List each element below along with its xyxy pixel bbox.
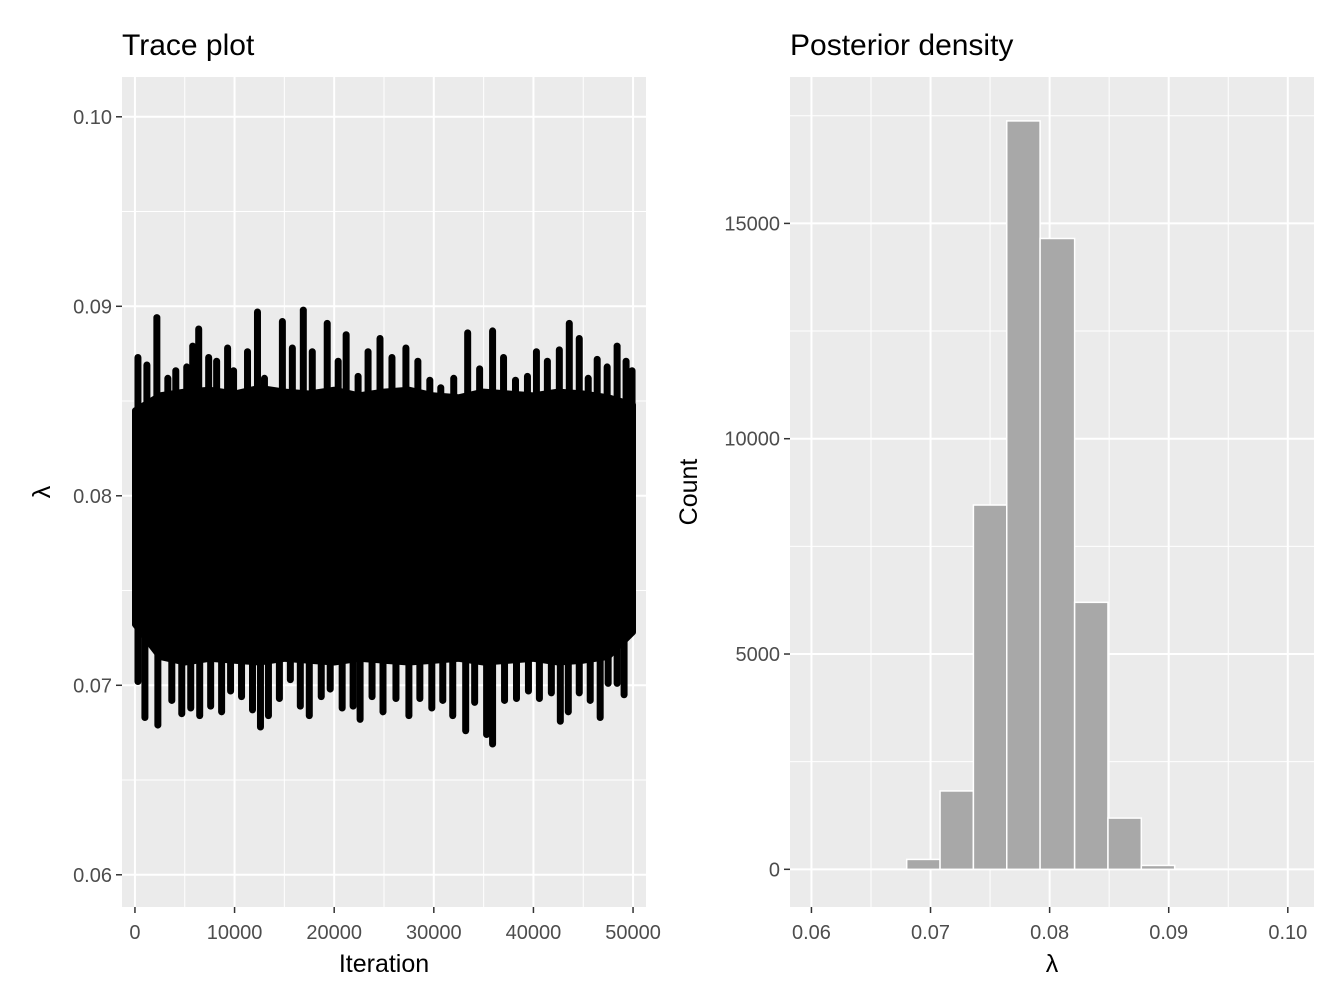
trace-x-tick-label: 40000 [506, 922, 562, 944]
histogram-bar [1073, 601, 1109, 871]
density-x-tick-label: 0.07 [911, 922, 950, 944]
trace-x-axis-label: Iteration [339, 950, 429, 978]
density-y-ticks: 0 5000 10000 15000 [724, 213, 790, 881]
trace-y-axis-label: λ [28, 485, 56, 498]
trace-panel: Trace plot 0 10000 20000 30000 40000 50000 0.… [28, 29, 661, 978]
trace-y-tick-label: 0.06 [73, 865, 112, 887]
histogram-bar [1039, 237, 1076, 871]
histogram-bar [939, 790, 975, 871]
histogram-bar [1107, 817, 1143, 871]
trace-y-tick-label: 0.10 [73, 107, 112, 129]
trace-y-tick-label: 0.07 [73, 675, 112, 697]
density-title: Posterior density [790, 29, 1013, 62]
trace-x-tick-label: 10000 [207, 922, 263, 944]
density-y-tick-label: 0 [769, 859, 780, 881]
density-x-tick-label: 0.06 [792, 922, 831, 944]
density-x-tick-label: 0.10 [1268, 922, 1307, 944]
histogram-bar [1140, 864, 1176, 871]
histogram-bar [1005, 120, 1041, 871]
trace-y-ticks: 0.06 0.07 0.08 0.09 0.10 [73, 107, 122, 887]
density-x-ticks: 0.06 0.07 0.08 0.09 0.10 [792, 907, 1307, 944]
trace-x-tick-label: 50000 [605, 922, 661, 944]
density-y-axis-label: Count [675, 459, 703, 526]
trace-y-tick-label: 0.08 [73, 486, 112, 508]
density-bars [905, 120, 1176, 871]
trace-x-ticks: 0 10000 20000 30000 40000 50000 [129, 907, 661, 944]
density-y-tick-label: 5000 [736, 644, 781, 666]
density-x-tick-label: 0.09 [1149, 922, 1188, 944]
trace-y-tick-label: 0.09 [73, 296, 112, 318]
histogram-bar [972, 504, 1008, 871]
density-y-tick-label: 15000 [724, 213, 780, 235]
trace-x-tick-label: 20000 [306, 922, 362, 944]
trace-title: Trace plot [122, 29, 255, 62]
density-x-axis-label: λ [1046, 950, 1059, 978]
density-y-tick-label: 10000 [724, 429, 780, 451]
trace-x-tick-label: 30000 [406, 922, 462, 944]
trace-series [132, 306, 636, 748]
density-panel: Posterior density 0.06 0.07 0.08 0.09 0.10 0… [675, 29, 1314, 978]
density-x-tick-label: 0.08 [1030, 922, 1069, 944]
trace-x-tick-label: 0 [129, 922, 140, 944]
histogram-bar [905, 858, 941, 871]
